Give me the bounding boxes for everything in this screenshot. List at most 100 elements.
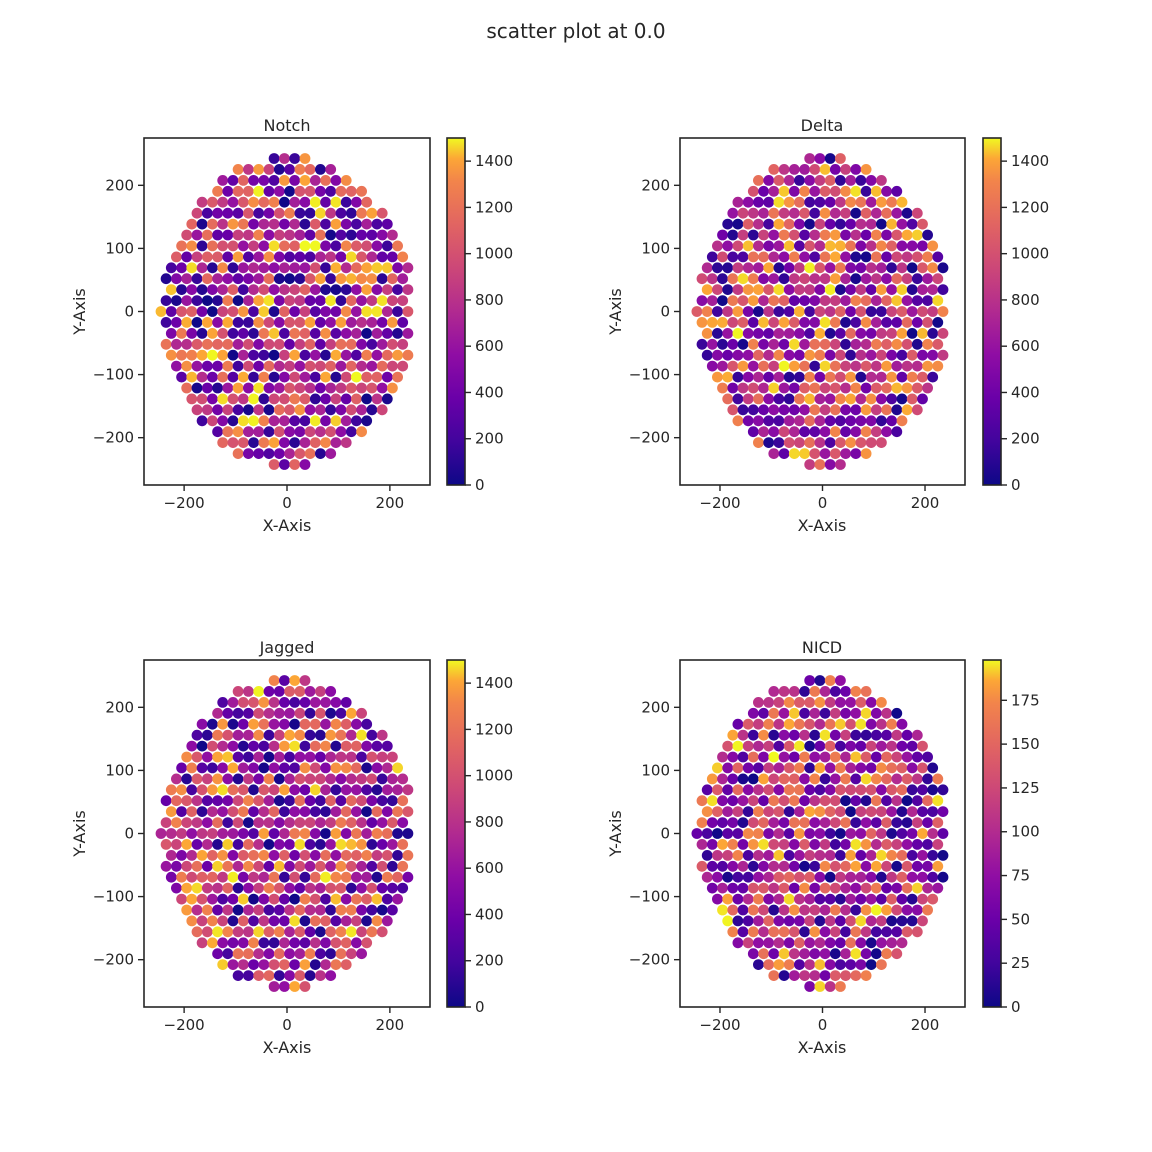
scatter-point	[860, 882, 872, 894]
scatter-point	[340, 284, 352, 295]
scatter-point	[279, 415, 290, 427]
scatter-point	[299, 697, 311, 708]
scatter-point	[778, 382, 790, 394]
scatter-point	[835, 718, 846, 730]
scatter-point	[196, 306, 208, 317]
scatter-point	[289, 349, 301, 361]
scatter-point	[906, 740, 918, 752]
scatter-point	[397, 317, 409, 328]
scatter-point	[778, 360, 790, 372]
scatter-point	[835, 153, 846, 164]
scatter-point	[181, 229, 193, 241]
scatter-point	[335, 404, 347, 416]
scatter-point	[186, 740, 198, 752]
scatter-point	[768, 295, 780, 306]
scatter-point	[829, 426, 841, 438]
scatter-point	[701, 806, 713, 817]
scatter-point	[794, 740, 805, 752]
scatter-point	[788, 426, 800, 438]
scatter-point	[212, 207, 224, 219]
scatter-point	[299, 153, 311, 164]
scatter-points	[155, 675, 414, 992]
scatter-point	[722, 806, 734, 817]
scatter-point	[773, 697, 785, 708]
scatter-point	[922, 882, 933, 894]
scatter-point	[804, 784, 816, 796]
scatter-point	[845, 762, 857, 774]
scatter-point	[891, 839, 903, 850]
scatter-point	[896, 784, 908, 796]
scatter-point	[366, 795, 378, 807]
scatter-point	[865, 284, 877, 295]
scatter-point	[840, 860, 851, 872]
scatter-point	[387, 360, 398, 372]
scatter-point	[325, 839, 337, 850]
scatter-point	[207, 937, 218, 949]
scatter-point	[222, 426, 234, 438]
scatter-point	[402, 328, 414, 339]
scatter-point	[758, 926, 769, 938]
scatter-point	[845, 893, 857, 905]
scatter-point	[855, 349, 867, 361]
scatter-point	[320, 328, 331, 339]
scatter-point	[937, 349, 949, 361]
scatter-point	[345, 317, 357, 328]
scatter-point	[809, 207, 821, 219]
scatter-point	[768, 707, 780, 719]
scatter-point	[315, 795, 326, 807]
scatter-point	[309, 306, 321, 317]
scatter-point	[351, 828, 362, 839]
scatter-point	[824, 850, 836, 861]
scatter-point	[891, 338, 903, 350]
scatter-point	[345, 707, 357, 719]
scatter-point	[381, 371, 393, 383]
scatter-point	[335, 338, 347, 350]
scatter-point	[222, 251, 234, 263]
scatter-point	[232, 426, 244, 438]
scatter-point	[325, 207, 337, 219]
scatter-point	[248, 871, 259, 883]
scatter-point	[186, 371, 198, 383]
scatter-point	[222, 317, 234, 328]
scatter-point	[273, 448, 285, 459]
scatter-point	[381, 262, 393, 274]
scatter-point	[819, 729, 831, 741]
scatter-point	[227, 393, 239, 405]
scatter-point	[186, 262, 198, 274]
scatter-point	[227, 218, 239, 230]
scatter-point	[263, 926, 275, 938]
scatter-point	[294, 317, 306, 328]
scatter-point	[289, 762, 301, 774]
scatter-point	[237, 262, 249, 274]
scatter-point	[901, 317, 913, 328]
scatter-point	[891, 207, 903, 219]
scatter-point	[320, 740, 331, 752]
scatter-point	[273, 904, 285, 916]
scatter-point	[243, 273, 254, 285]
scatter-point	[804, 196, 816, 208]
scatter-point	[917, 240, 928, 252]
scatter-point	[829, 839, 841, 850]
scatter-point	[335, 773, 347, 785]
scatter-point	[289, 675, 301, 686]
scatter-point	[758, 185, 769, 197]
scatter-point	[258, 784, 270, 796]
scatter-point	[927, 328, 939, 339]
scatter-point	[911, 229, 923, 241]
scatter-point	[783, 850, 795, 861]
scatter-point	[207, 718, 218, 730]
scatter-point	[758, 295, 769, 306]
scatter-point	[345, 338, 357, 350]
scatter-point	[181, 273, 193, 285]
scatter-point	[186, 240, 198, 252]
scatter-point	[335, 729, 347, 741]
scatter-point	[243, 686, 254, 697]
scatter-point	[335, 795, 347, 807]
scatter-point	[814, 871, 826, 883]
scatter-point	[717, 251, 728, 263]
scatter-point	[263, 773, 275, 785]
scatter-point	[165, 806, 177, 817]
scatter-point	[773, 740, 785, 752]
scatter-point	[819, 686, 831, 697]
scatter-point	[237, 371, 249, 383]
